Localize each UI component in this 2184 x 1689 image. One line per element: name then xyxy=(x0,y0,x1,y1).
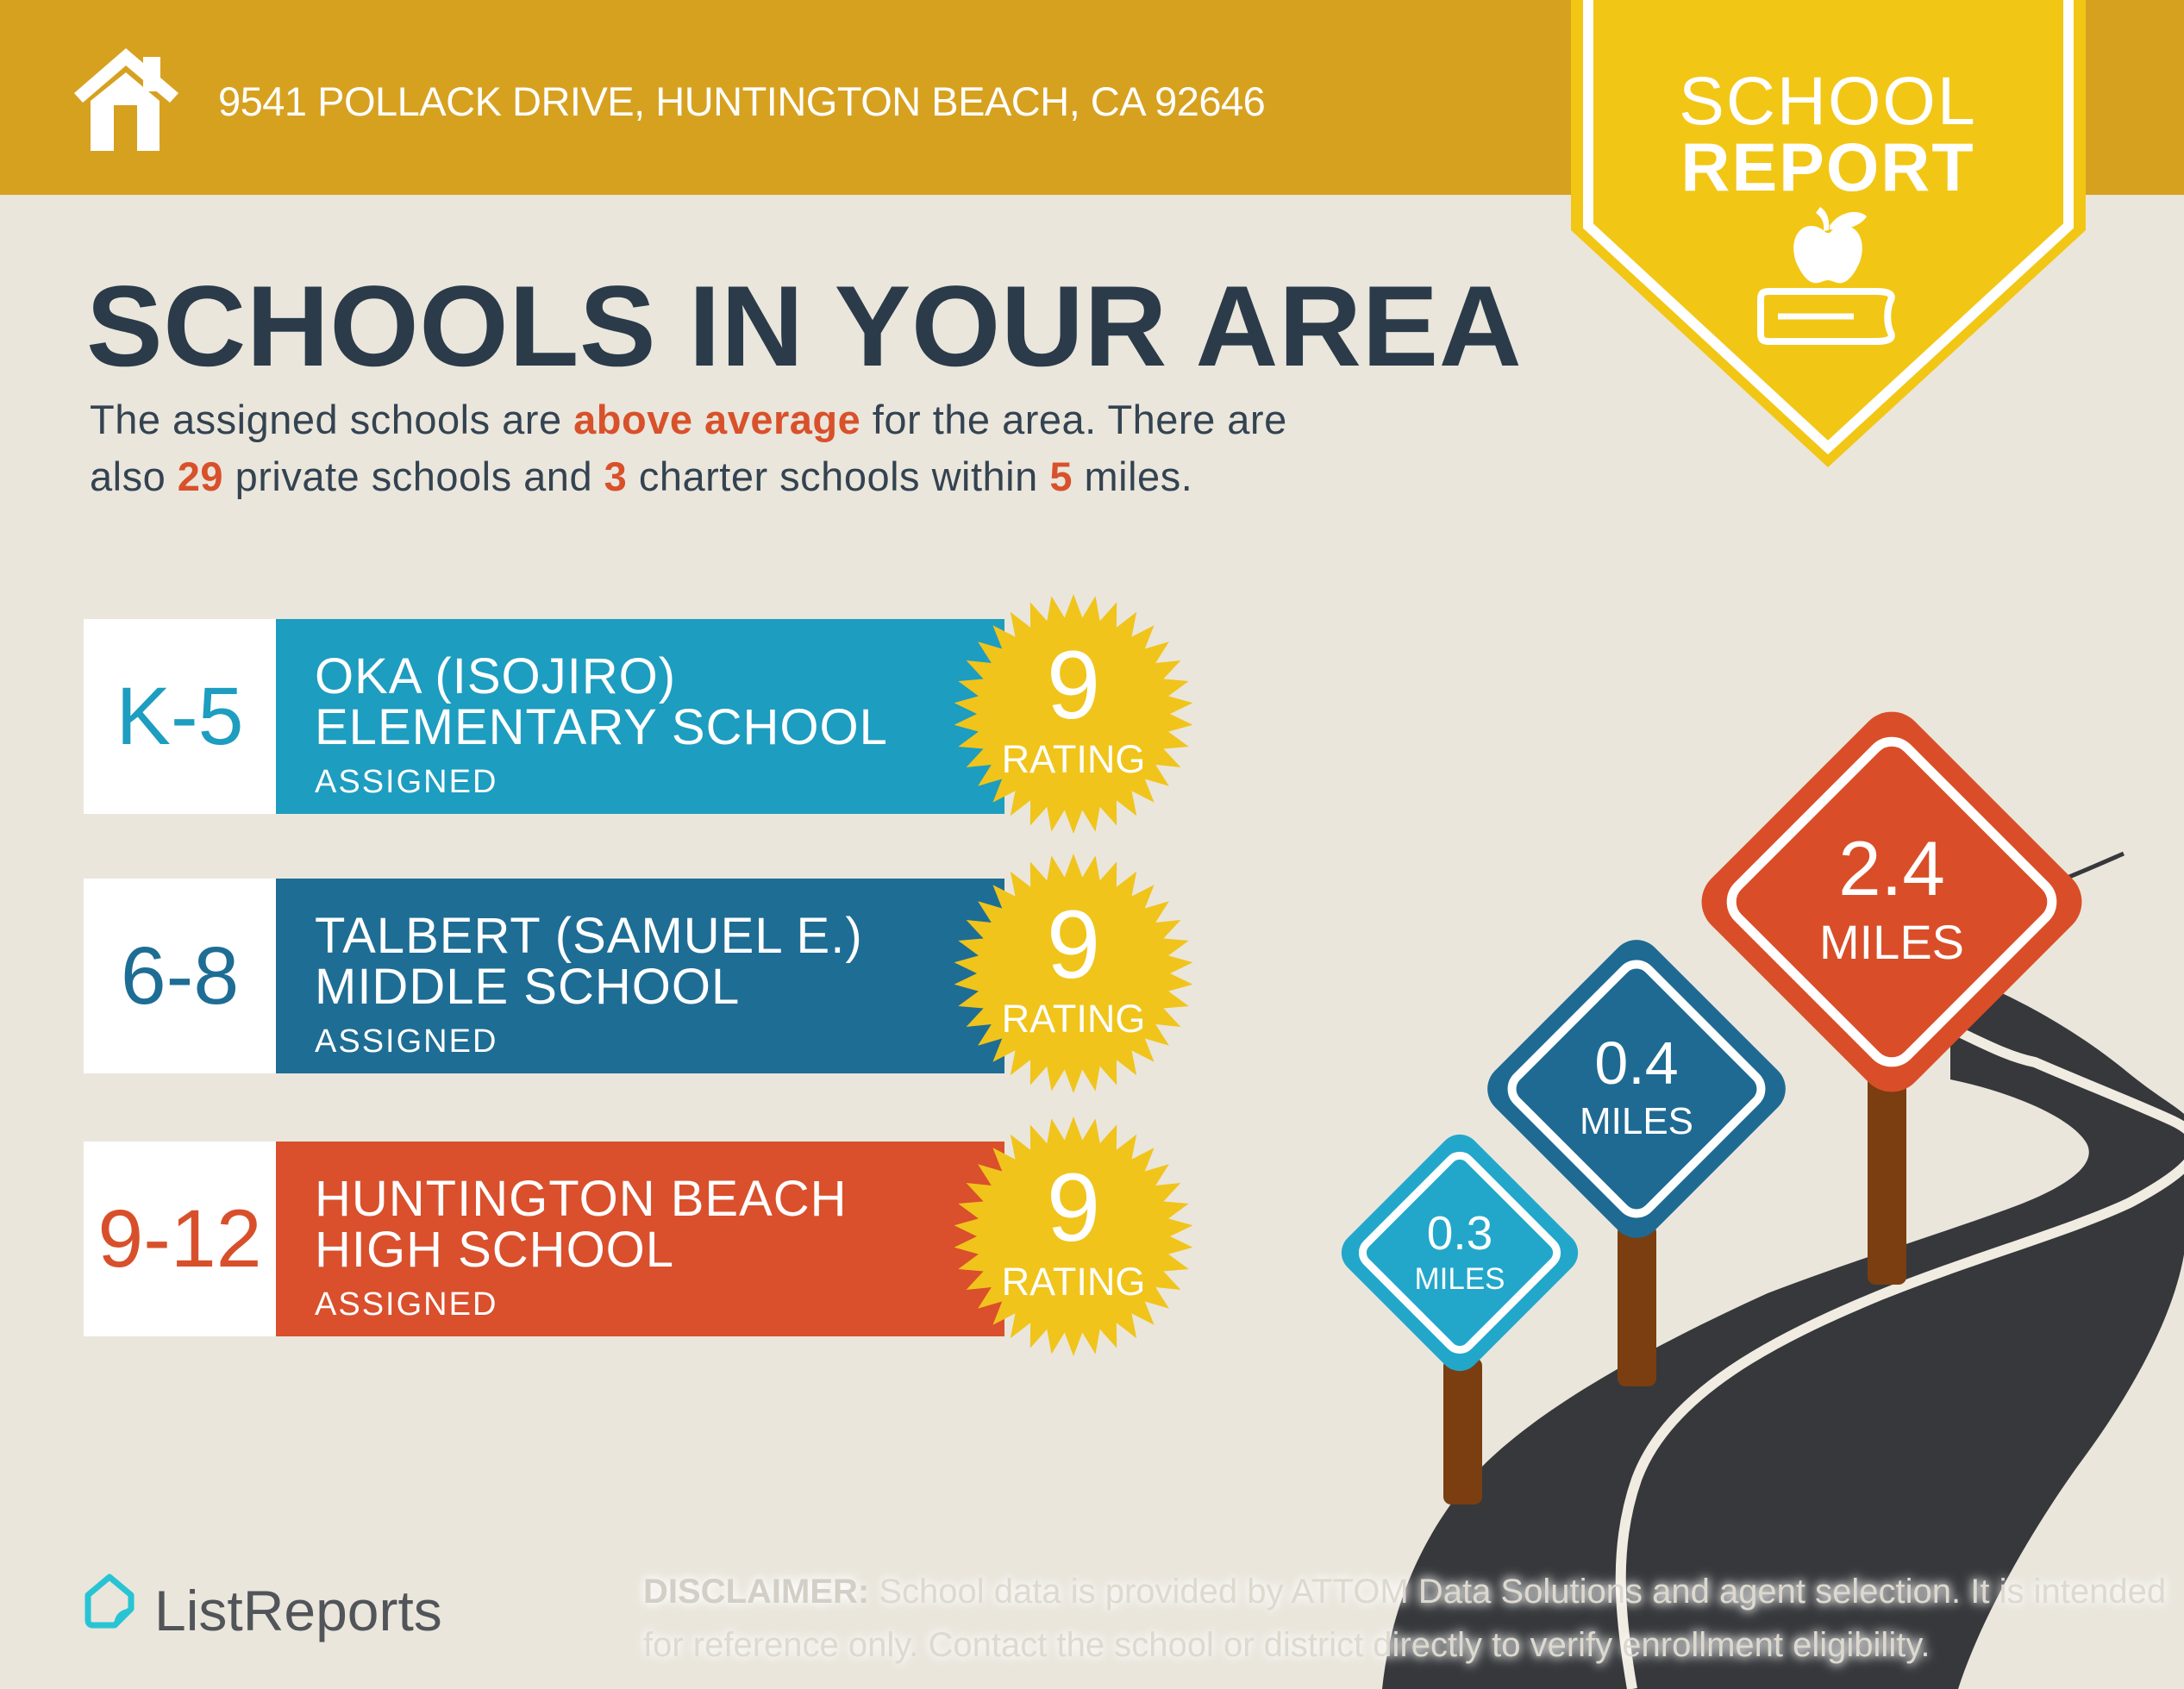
svg-text:9: 9 xyxy=(1047,1154,1100,1261)
svg-text:RATING: RATING xyxy=(1002,737,1146,781)
svg-text:REPORT: REPORT xyxy=(1680,128,1974,205)
svg-text:MILES: MILES xyxy=(1414,1262,1505,1296)
svg-text:2.4: 2.4 xyxy=(1838,825,1945,911)
svg-text:9: 9 xyxy=(1047,891,1100,998)
svg-text:RATING: RATING xyxy=(1002,997,1146,1041)
svg-text:MILES: MILES xyxy=(1819,915,1964,969)
svg-text:0.4: 0.4 xyxy=(1594,1029,1678,1097)
svg-text:MILES: MILES xyxy=(1580,1100,1693,1142)
svg-text:0.3: 0.3 xyxy=(1427,1206,1493,1260)
svg-text:9: 9 xyxy=(1047,631,1100,739)
svg-text:RATING: RATING xyxy=(1002,1260,1146,1304)
svg-text:SCHOOL: SCHOOL xyxy=(1679,62,1977,139)
